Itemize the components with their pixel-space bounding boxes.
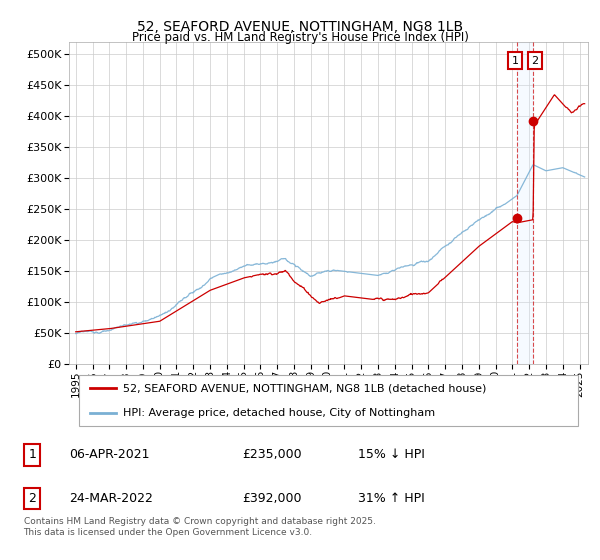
Text: 52, SEAFORD AVENUE, NOTTINGHAM, NG8 1LB (detached house): 52, SEAFORD AVENUE, NOTTINGHAM, NG8 1LB … (124, 383, 487, 393)
Text: Contains HM Land Registry data © Crown copyright and database right 2025.
This d: Contains HM Land Registry data © Crown c… (23, 517, 376, 536)
Text: 2: 2 (532, 55, 539, 66)
Text: 15% ↓ HPI: 15% ↓ HPI (358, 448, 424, 461)
Text: 31% ↑ HPI: 31% ↑ HPI (358, 492, 424, 505)
Text: 1: 1 (28, 448, 36, 461)
Text: Price paid vs. HM Land Registry's House Price Index (HPI): Price paid vs. HM Land Registry's House … (131, 31, 469, 44)
Text: 24-MAR-2022: 24-MAR-2022 (70, 492, 154, 505)
FancyBboxPatch shape (79, 375, 578, 426)
Text: 1: 1 (511, 55, 518, 66)
Text: £392,000: £392,000 (242, 492, 302, 505)
Bar (517, 42, 533, 364)
Text: 06-APR-2021: 06-APR-2021 (70, 448, 150, 461)
Text: 2: 2 (28, 492, 36, 505)
Text: £235,000: £235,000 (242, 448, 302, 461)
Text: 52, SEAFORD AVENUE, NOTTINGHAM, NG8 1LB: 52, SEAFORD AVENUE, NOTTINGHAM, NG8 1LB (137, 20, 463, 34)
Text: HPI: Average price, detached house, City of Nottingham: HPI: Average price, detached house, City… (124, 408, 436, 418)
